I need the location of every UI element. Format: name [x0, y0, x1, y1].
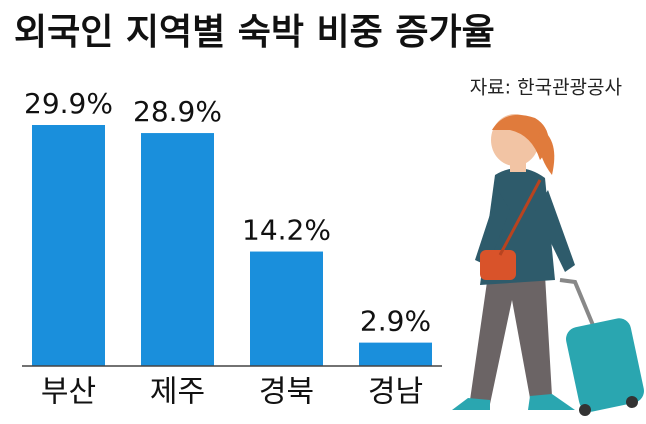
- bar: [141, 133, 214, 366]
- x-tick-label: 경남: [368, 375, 423, 410]
- value-label: 28.9%: [133, 95, 222, 128]
- x-tick-label: 제주: [150, 375, 205, 410]
- value-label: 29.9%: [24, 87, 113, 120]
- illustration: [452, 114, 644, 416]
- chart-title: 외국인 지역별 숙박 비중 증가율: [14, 12, 495, 53]
- value-label: 2.9%: [360, 305, 431, 338]
- bar: [32, 125, 105, 366]
- bar: [359, 342, 432, 366]
- source: 자료: 한국관광공사: [470, 77, 622, 99]
- x-tick-label: 부산: [41, 375, 96, 410]
- x-tick-label: 경북: [259, 375, 314, 410]
- bar: [250, 251, 323, 366]
- value-label: 14.2%: [242, 214, 331, 247]
